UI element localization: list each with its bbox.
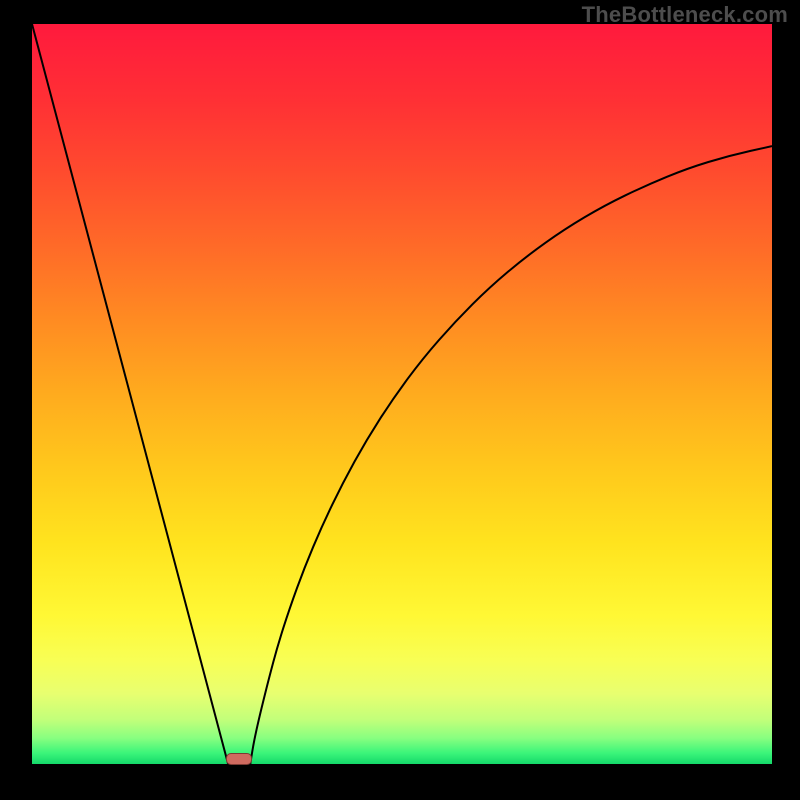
left-curve xyxy=(32,24,228,764)
plot-svg xyxy=(32,24,772,764)
watermark-text: TheBottleneck.com xyxy=(582,2,788,28)
plot-area xyxy=(32,24,772,764)
chart-root: TheBottleneck.com xyxy=(0,0,800,800)
optimal-marker xyxy=(226,753,252,765)
right-curve xyxy=(250,146,772,764)
